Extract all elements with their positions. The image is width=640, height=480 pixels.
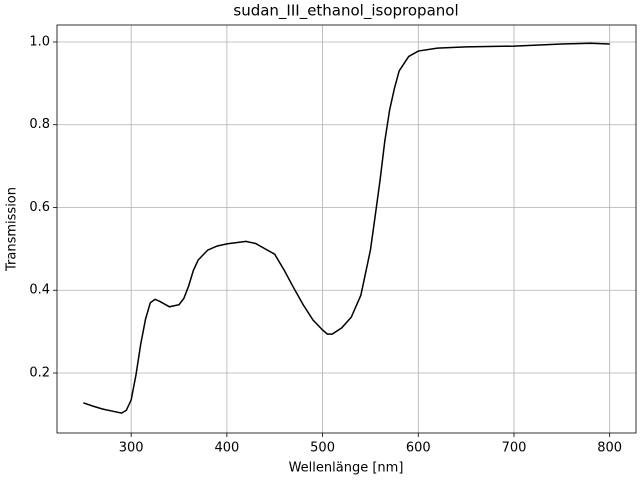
y-tick-label: 0.8 [29,117,50,132]
y-axis-label: Transmission [5,187,20,272]
x-tick-label: 600 [406,441,431,456]
x-tick-label: 300 [119,441,144,456]
x-axis-label: Wellenlänge [nm] [289,461,404,476]
chart-title: sudan_III_ethanol_isopropanol [233,2,458,21]
y-tick-label: 0.4 [29,283,50,298]
x-tick-label: 400 [214,441,239,456]
y-tick-label: 0.6 [29,200,50,215]
plot-frame [56,24,637,434]
y-tick-label: 1.0 [29,34,50,49]
x-tick-label: 800 [597,441,622,456]
x-tick-label: 700 [502,441,527,456]
data-line [83,42,610,414]
x-tick-label: 500 [310,441,335,456]
y-tick-label: 0.2 [29,366,50,381]
